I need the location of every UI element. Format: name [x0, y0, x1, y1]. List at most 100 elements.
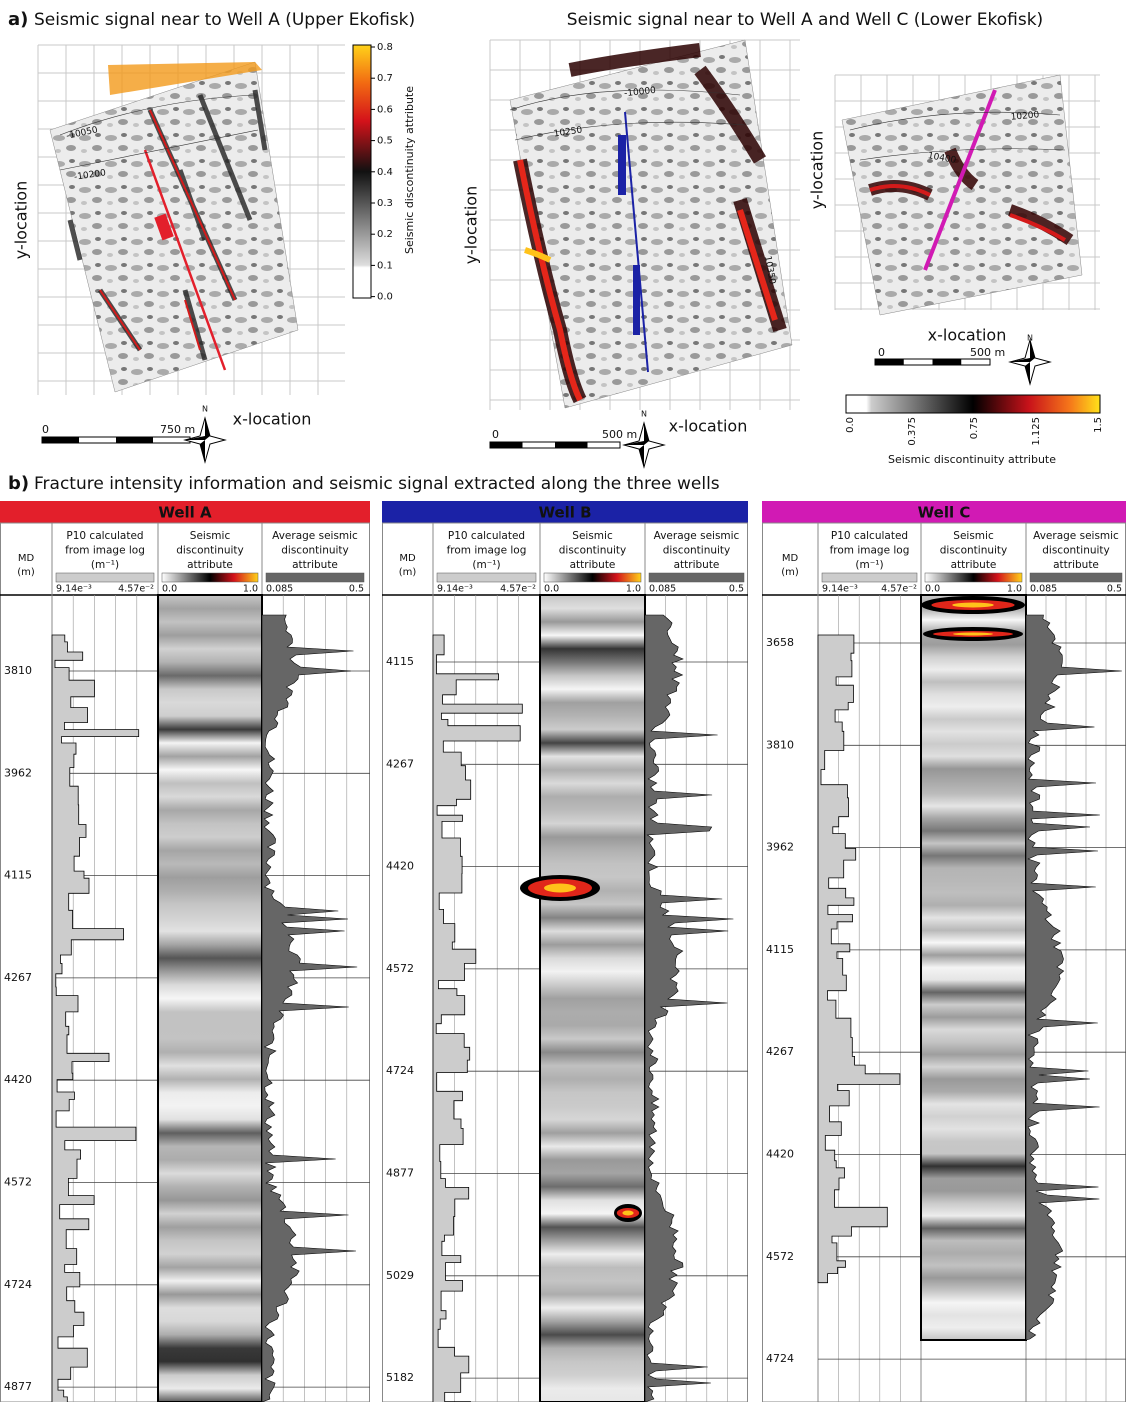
column-header: MD	[782, 553, 799, 564]
well-title: Well B	[538, 504, 591, 522]
panel-a	[49, 39, 1101, 414]
well-frame	[0, 522, 370, 1402]
column-header: P10 calculated	[448, 530, 525, 542]
depth-label: 4572	[4, 1176, 32, 1189]
column-header: discontinuity	[559, 545, 627, 557]
column-header: P10 calculated	[66, 530, 143, 542]
depth-label: 4115	[386, 655, 414, 668]
scale-label: 0.0	[544, 584, 559, 595]
well-title-bar	[0, 501, 370, 523]
scale-label: 0	[42, 423, 49, 436]
depth-label: 4267	[766, 1045, 794, 1058]
scale-swatch	[648, 572, 745, 583]
well-panel	[382, 501, 748, 1402]
axis-label: y-location	[808, 131, 827, 209]
column-header: Seismic	[572, 530, 613, 542]
scale-label: 0.5	[729, 584, 744, 595]
axis-label: x-location	[928, 326, 1007, 345]
scale-swatch	[821, 572, 918, 583]
colorbar-tick-label: 0.6	[377, 104, 393, 115]
column-header: attribute	[187, 559, 233, 571]
depth-label: 4115	[4, 869, 32, 882]
scale-swatch	[1029, 572, 1123, 583]
panel-label: b)	[8, 473, 29, 494]
scale-label: 4.57e⁻²	[881, 584, 917, 595]
column-header: attribute	[1053, 559, 1099, 571]
colorbar-tick-label: 0.375	[907, 417, 918, 446]
scale-label: 1.0	[243, 584, 258, 595]
north-arrow	[1010, 340, 1035, 384]
column-header: (m)	[781, 567, 799, 578]
scale-label: 9.14e⁻³	[56, 584, 92, 595]
depth-label: 4724	[386, 1064, 414, 1077]
depth-label: 4572	[766, 1250, 794, 1263]
scale-label: 500 m	[602, 428, 637, 441]
map-3	[841, 74, 1083, 316]
contour-label: 10350	[762, 255, 777, 285]
depth-label: 4877	[386, 1167, 414, 1180]
scale-label: 0.0	[162, 584, 177, 595]
well-panel	[0, 501, 370, 1402]
scale-label: 0	[492, 428, 499, 441]
seismic-anomaly	[622, 1210, 634, 1216]
scale-swatch	[265, 572, 365, 583]
scale-label: 750 m	[160, 423, 195, 436]
seismic-anomaly	[544, 883, 576, 893]
scale-label: 500 m	[970, 346, 1005, 359]
depth-label: 4267	[4, 971, 32, 984]
axis-label: x-location	[669, 417, 748, 436]
scale-label: 0.085	[266, 584, 293, 595]
map-1	[49, 61, 299, 393]
depth-label: 3962	[4, 766, 32, 779]
well-title: Well C	[918, 504, 971, 522]
contour-label: -10000	[624, 86, 657, 99]
column-header: P10 calculated	[831, 530, 908, 542]
scale-bar	[42, 437, 79, 443]
scale-bar	[932, 359, 962, 365]
seismic-anomaly	[953, 632, 993, 636]
scale-bar	[116, 437, 153, 443]
scale-bar	[555, 442, 588, 448]
depth-label: 3962	[766, 841, 794, 854]
scale-label: 9.14e⁻³	[822, 584, 858, 595]
seismic-track	[539, 594, 646, 1402]
column-header: from image log	[830, 545, 910, 557]
p10-curve	[817, 634, 901, 1284]
depth-label: 3810	[766, 738, 794, 751]
contour-label: 10200	[1010, 110, 1040, 122]
column-header: discontinuity	[281, 545, 349, 557]
depth-label: 3658	[766, 636, 794, 649]
scale-label: 0.5	[349, 584, 364, 595]
average-curve	[1025, 614, 1122, 1341]
colorbar-title: Seismic discontinuity attribute	[888, 453, 1056, 466]
scale-label: 1.0	[1007, 584, 1022, 595]
colorbar-tick-label: 0.5	[377, 136, 393, 147]
seismic-track	[157, 594, 263, 1402]
depth-label: 4420	[386, 860, 414, 873]
column-header: Average seismic	[654, 530, 740, 542]
average-curve	[644, 614, 734, 1402]
column-header: MD	[18, 553, 35, 564]
axis-label: y-location	[12, 181, 31, 259]
contour-label: -10200	[74, 168, 107, 182]
colorbar-tick-label: 0.7	[377, 73, 393, 84]
depth-label: 4420	[4, 1073, 32, 1086]
seismic-anomaly	[952, 602, 994, 608]
panel-title: Fracture intensity information and seism…	[34, 474, 720, 494]
axis-label: y-location	[462, 186, 481, 264]
axis-label: x-location	[233, 410, 312, 429]
column-header: Seismic	[190, 530, 231, 542]
depth-label: 3810	[4, 664, 32, 677]
column-header: (m⁻¹)	[91, 559, 119, 571]
north-arrow	[185, 418, 210, 462]
depth-label: 4724	[766, 1352, 794, 1365]
column-header: Seismic	[953, 530, 994, 542]
p10-curve	[432, 634, 523, 1402]
well-title: Well A	[158, 504, 212, 522]
colorbar-tick-label: 0.0	[377, 292, 393, 303]
column-header: (m⁻¹)	[855, 559, 883, 571]
panel-label: a)	[8, 9, 28, 30]
column-header: MD	[399, 553, 416, 564]
p10-curve	[51, 634, 140, 1402]
scale-swatch	[543, 572, 642, 583]
